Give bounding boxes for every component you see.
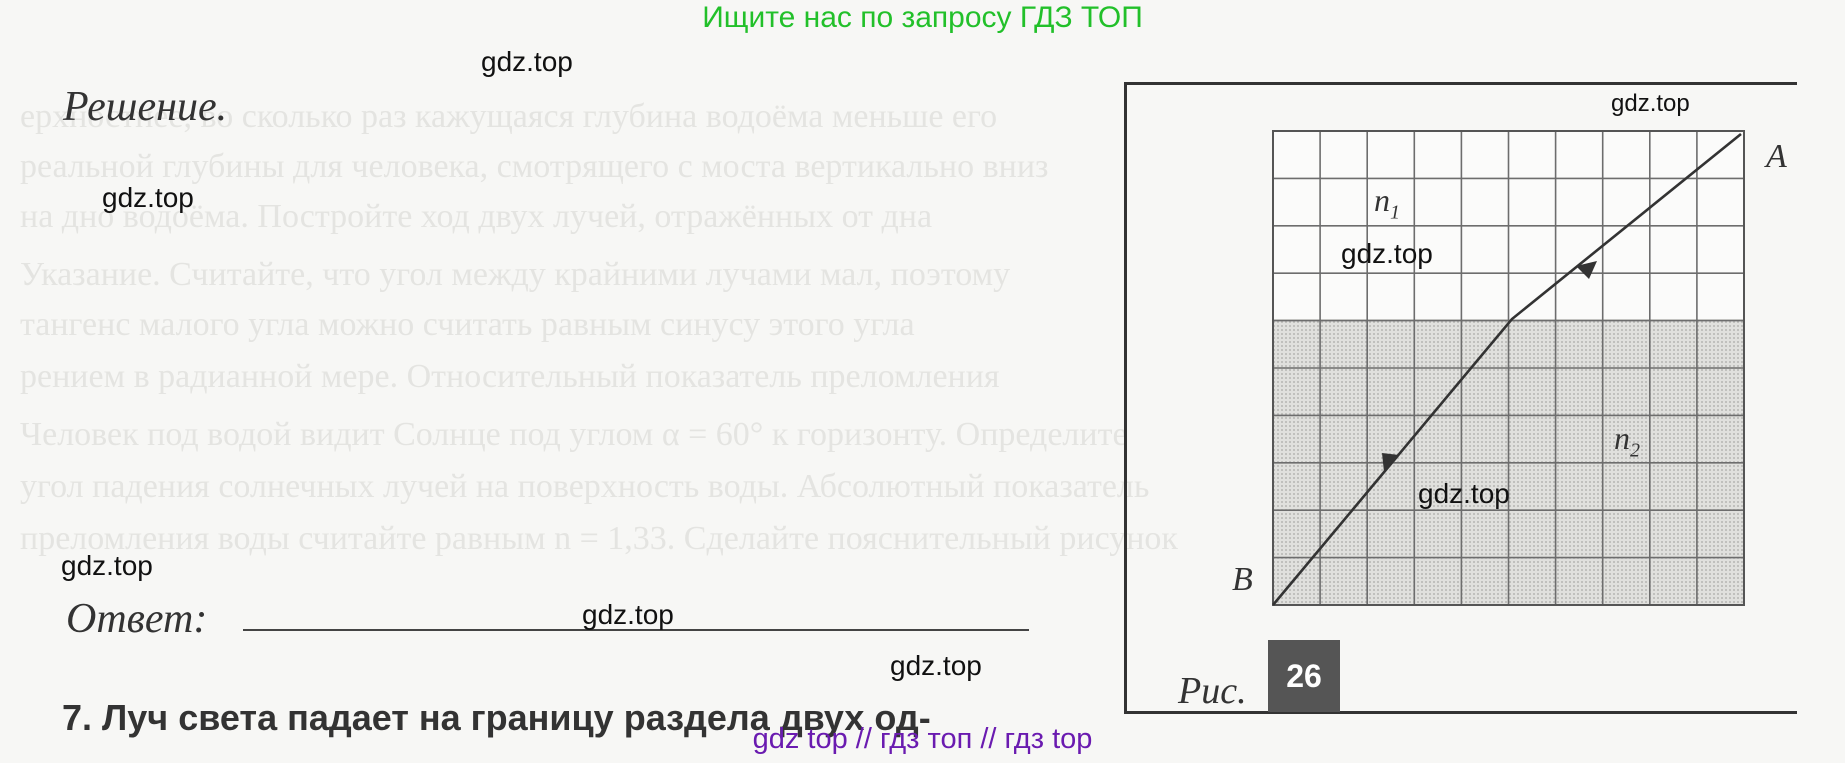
grid-border	[1272, 130, 1745, 606]
ray-arrow-lower	[1382, 453, 1399, 472]
n2-label: n2	[1614, 420, 1640, 462]
light-ray	[1272, 132, 1742, 606]
bleed-through-text: на дно водоёма. Постройте ход двух лучей…	[20, 198, 933, 235]
solution-heading: Решение.	[63, 84, 228, 130]
watermark-link[interactable]: gdz.top	[890, 650, 982, 681]
watermark-link[interactable]: gdz.top	[1341, 238, 1433, 269]
bleed-through-text: Человек под водой видит Солнце под углом…	[20, 416, 1128, 453]
ray-arrow-upper	[1576, 261, 1597, 279]
answer-line	[243, 629, 1029, 631]
point-b-label: B	[1232, 561, 1253, 598]
figure-number-badge: 26	[1268, 640, 1340, 712]
bleed-through-text: ерхностнее, во сколько раз кажущаяся глу…	[20, 98, 998, 135]
site-banner[interactable]: Ищите нас по запросу ГДЗ ТОП	[702, 1, 1143, 34]
watermark-link[interactable]: gdz.top	[582, 599, 674, 630]
watermark-link[interactable]: gdz.top	[61, 550, 153, 581]
n1-label: n1	[1374, 182, 1400, 224]
grid-lines	[1273, 131, 1744, 605]
watermark-link[interactable]: gdz.top	[1418, 478, 1510, 509]
point-a-label: A	[1766, 138, 1787, 175]
bleed-through-text: преломления воды считайте равным n = 1,3…	[20, 520, 1178, 557]
next-task-text: 7. Луч света падает на границу раздела д…	[62, 697, 931, 738]
bleed-through-text: реальной глубины для человека, смотрящег…	[20, 148, 1049, 185]
bleed-through-text: Указание. Считайте, что угол между крайн…	[20, 256, 1011, 293]
bleed-through-text: угол падения солнечных лучей на поверхно…	[20, 468, 1150, 505]
watermark-link[interactable]: gdz.top	[481, 46, 573, 77]
bleed-through-text: тангенс малого угла можно считать равным…	[20, 306, 915, 343]
bleed-through-text: рением в радианной мере. Относительный п…	[20, 358, 1000, 395]
figure-frame	[1124, 82, 1797, 714]
watermark-link[interactable]: gdz.top	[102, 182, 194, 213]
watermark-link[interactable]: gdz.top	[1611, 90, 1690, 117]
answer-label: Ответ:	[66, 596, 208, 642]
site-footer-links[interactable]: gdz top // гдз топ // гдз top	[752, 723, 1093, 755]
figure-caption: Рис.	[1178, 670, 1247, 712]
